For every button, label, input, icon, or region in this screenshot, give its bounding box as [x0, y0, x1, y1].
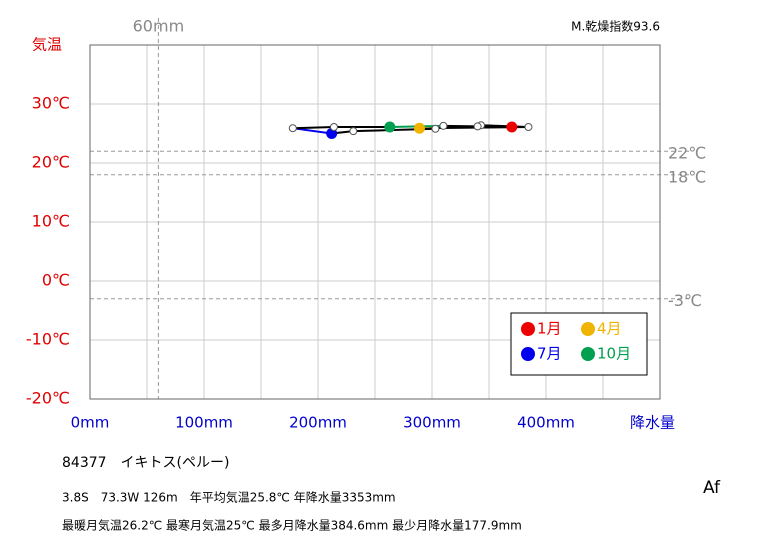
reference-label: -3℃: [668, 291, 702, 310]
reference-label: 22℃: [668, 144, 706, 163]
legend-label: 4月: [597, 320, 622, 338]
legend-marker: [581, 322, 595, 336]
y-tick-label: 0℃: [42, 271, 70, 290]
month-point: [329, 123, 338, 132]
x-tick-label: 100mm: [175, 414, 233, 432]
reference-label: 60mm: [133, 17, 185, 36]
month-point: [349, 127, 358, 136]
month-segment: [443, 124, 478, 128]
month-point: [384, 121, 396, 133]
legend-box: [510, 312, 648, 376]
legend-label: 7月: [537, 345, 562, 363]
y-tick-label: 20℃: [32, 153, 70, 172]
x-tick-label: 200mm: [289, 414, 347, 432]
summary: 最暖月気温26.2℃ 最寒月気温25℃ 最多月降水量384.6mm 最少月降水量…: [62, 518, 522, 533]
month-point: [439, 121, 448, 130]
month-point: [288, 124, 297, 133]
month-point: [413, 122, 425, 134]
x-tick-label: 400mm: [517, 414, 575, 432]
x-axis-label: 降水量: [630, 414, 675, 432]
legend-label: 10月: [597, 345, 631, 363]
y-tick-label: -10℃: [26, 330, 70, 349]
legend-marker: [521, 347, 535, 361]
x-tick-label: 0mm: [71, 414, 110, 432]
y-tick-label: -20℃: [26, 389, 70, 408]
month-point: [431, 124, 440, 133]
y-tick-label: 10℃: [32, 212, 70, 231]
station: 84377 イキトス(ペルー): [62, 455, 229, 471]
legend-marker: [521, 322, 535, 336]
month-segment: [292, 127, 332, 135]
plot-frame: [89, 44, 661, 400]
month-segment: [292, 126, 334, 130]
month-point: [506, 121, 518, 133]
dryness-index: M.乾燥指数93.6: [571, 19, 660, 34]
y-tick-label: 30℃: [32, 94, 70, 113]
x-tick-label: 300mm: [403, 414, 461, 432]
month-point: [473, 122, 482, 131]
y-axis-label: 気温: [32, 36, 62, 54]
legend-marker: [581, 347, 595, 361]
climate-class: Af: [703, 478, 721, 498]
reference-label: 18℃: [668, 167, 706, 186]
month-point: [524, 123, 533, 132]
location: 3.8S 73.3W 126m 年平均気温25.8℃ 年降水量3353mm: [62, 490, 396, 505]
legend-label: 1月: [537, 320, 562, 338]
